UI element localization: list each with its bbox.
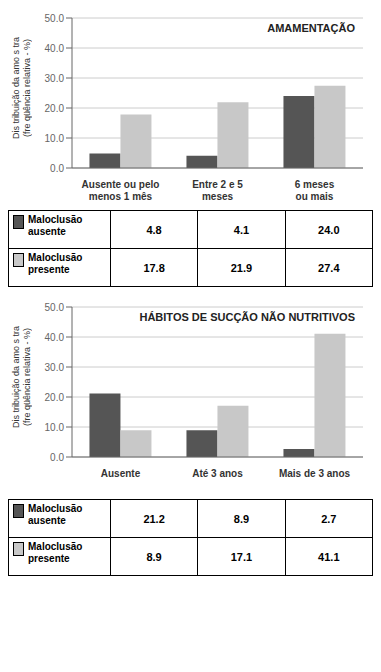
svg-text:6 mesesou mais: 6 mesesou mais (295, 179, 335, 202)
html-text:24.0: 24.0 (318, 223, 340, 236)
html-text:4.8: 4.8 (146, 223, 162, 236)
html-text:8.9: 8.9 (233, 512, 250, 525)
html-text:17.8: 17.8 (143, 261, 165, 274)
html-text:4.1: 4.1 (233, 223, 250, 236)
svg-text:50.0: 50.0 (45, 13, 65, 24)
svg-text:20.0: 20.0 (45, 103, 65, 114)
svg-text:Ausente: Ausente (101, 468, 141, 479)
svg-text:Mais de 3 anos: Mais de 3 anos (279, 468, 351, 479)
html-text:Maloclusão presente: Maloclusão presente (28, 541, 83, 564)
html-text:Maloclusão ausente: Maloclusão ausente (28, 503, 83, 526)
html-text:HÁBITOS DE SUCÇÃO NÃO NUTRITIV: HÁBITOS DE SUCÇÃO NÃO NUTRITIVOS (139, 311, 355, 323)
html-text:Maloclusão ausente: Maloclusão ausente (28, 214, 83, 237)
html-text:Dis tribuição da amo s tra (fr: Dis tribuição da amo s tra (fre qüência … (11, 326, 32, 428)
svg-text:0.0: 0.0 (50, 163, 64, 174)
svg-text:0.0: 0.0 (50, 452, 64, 463)
svg-text:10.0: 10.0 (45, 133, 65, 144)
svg-text:40.0: 40.0 (45, 43, 65, 54)
html-text:8.9: 8.9 (146, 550, 162, 563)
svg-text:Entre 2 e 5meses: Entre 2 e 5meses (192, 179, 243, 202)
html-text:41.1: 41.1 (318, 550, 340, 563)
html-text:AMAMENTAÇÃO: AMAMENTAÇÃO (267, 22, 355, 34)
svg-text:Até 3 anos: Até 3 anos (192, 468, 243, 479)
html-text:27.4: 27.4 (318, 261, 340, 274)
svg-text:50.0: 50.0 (45, 302, 65, 313)
svg-text:30.0: 30.0 (45, 73, 65, 84)
html-text:2.7: 2.7 (321, 512, 337, 525)
html-text:17.1: 17.1 (230, 550, 253, 563)
svg-text:20.0: 20.0 (45, 392, 65, 403)
svg-text:40.0: 40.0 (45, 332, 65, 343)
html-text:Maloclusão presente: Maloclusão presente (28, 252, 83, 275)
svg-text:Ausente ou pelomenos 1 mês: Ausente ou pelomenos 1 mês (82, 179, 160, 202)
svg-text:10.0: 10.0 (45, 422, 65, 433)
html-text:21.9: 21.9 (230, 261, 253, 274)
svg-text:30.0: 30.0 (45, 362, 65, 373)
html-text:21.2: 21.2 (143, 512, 165, 525)
html-text:Dis tribuição da amo s tra (fr: Dis tribuição da amo s tra (fre qüência … (11, 37, 32, 139)
